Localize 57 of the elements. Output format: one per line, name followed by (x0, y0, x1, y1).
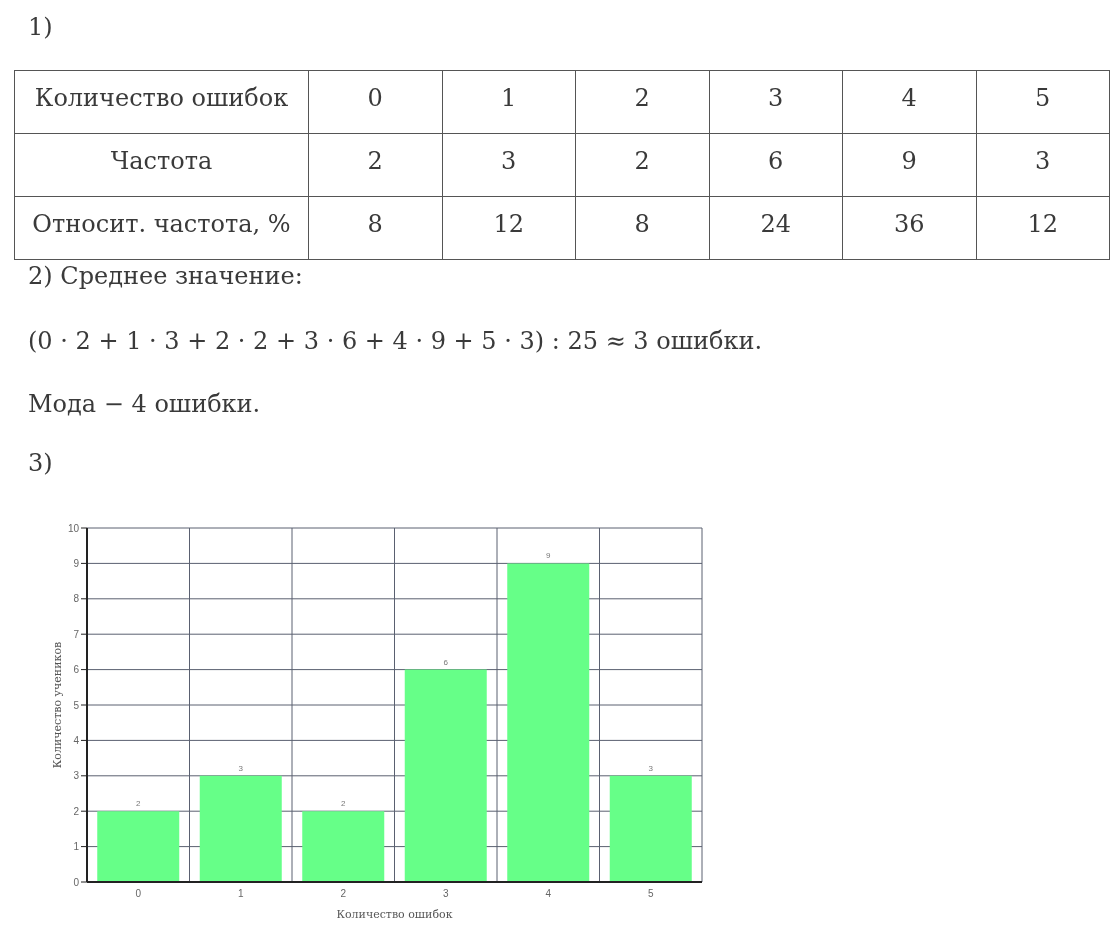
data-label: 9 (842, 133, 976, 197)
y-axis-title: Количество учеников (50, 641, 64, 769)
data-label: 8 (308, 196, 442, 260)
data-label: 3 (442, 133, 576, 197)
data-label: 36 (842, 196, 976, 260)
bar (199, 775, 282, 882)
data-label: 8 (575, 196, 709, 260)
x-tick-label: 3 (442, 888, 449, 900)
data-label: 12 (442, 196, 576, 260)
data-label: 6 (443, 657, 449, 667)
y-tick-label: Относит. частота, % (14, 196, 309, 260)
x-tick-label: 0 (135, 888, 142, 900)
x-tick-label: 5 (647, 888, 654, 900)
data-label: 3 (648, 763, 654, 773)
chart-title: 3) (28, 448, 53, 478)
data-label: 9 (546, 551, 552, 561)
y-tick-label: 2 (73, 805, 80, 817)
bar (609, 775, 692, 882)
y-tick-label: 1 (73, 841, 80, 853)
bar (507, 563, 590, 882)
data-label: 6 (709, 133, 843, 197)
y-tick-label: 9 (73, 557, 80, 569)
text: 2) Среднее значение: (28, 261, 303, 291)
data-label: 2 (575, 133, 709, 197)
y-tick-label: 6 (73, 664, 80, 676)
x-tick-label: 4 (842, 70, 976, 134)
y-tick-label: Частота (14, 133, 309, 197)
y-tick-label: 5 (73, 699, 80, 711)
data-label: 2 (136, 799, 142, 809)
y-tick-label: 8 (73, 593, 80, 605)
y-tick-label: 0 (73, 876, 80, 888)
data-label: 24 (709, 196, 843, 260)
bar (404, 669, 487, 882)
data-label: 2 (341, 799, 347, 809)
x-tick-label: 1 (442, 70, 576, 134)
data-label: 3 (238, 763, 244, 773)
y-tick-label: 7 (73, 628, 80, 640)
text: Мода − 4 ошибки. (28, 389, 261, 419)
bar (302, 811, 385, 882)
text: (0 · 2 + 1 · 3 + 2 · 2 + 3 · 6 + 4 · 9 + 5 · 3) : 25 ≈ 3 ошибки. (28, 326, 763, 356)
x-axis-title: Количество ошибок (336, 908, 453, 921)
x-tick-label: 5 (976, 70, 1110, 134)
y-tick-label: 4 (73, 734, 80, 746)
x-tick-label: 2 (575, 70, 709, 134)
data-label: 12 (976, 196, 1110, 260)
x-tick-label: 1 (237, 888, 244, 900)
data-label: 3 (976, 133, 1110, 197)
bar (97, 811, 180, 882)
x-tick-label: 4 (545, 888, 552, 900)
data-label: 2 (308, 133, 442, 197)
x-tick-label: 0 (308, 70, 442, 134)
x-tick-label: 3 (709, 70, 843, 134)
y-tick-label: 10 (67, 522, 80, 534)
text: 1) (28, 12, 53, 42)
x-tick-label: 2 (340, 888, 347, 900)
y-tick-label: 3 (73, 770, 80, 782)
x-axis-title: Количество ошибок (14, 70, 309, 134)
